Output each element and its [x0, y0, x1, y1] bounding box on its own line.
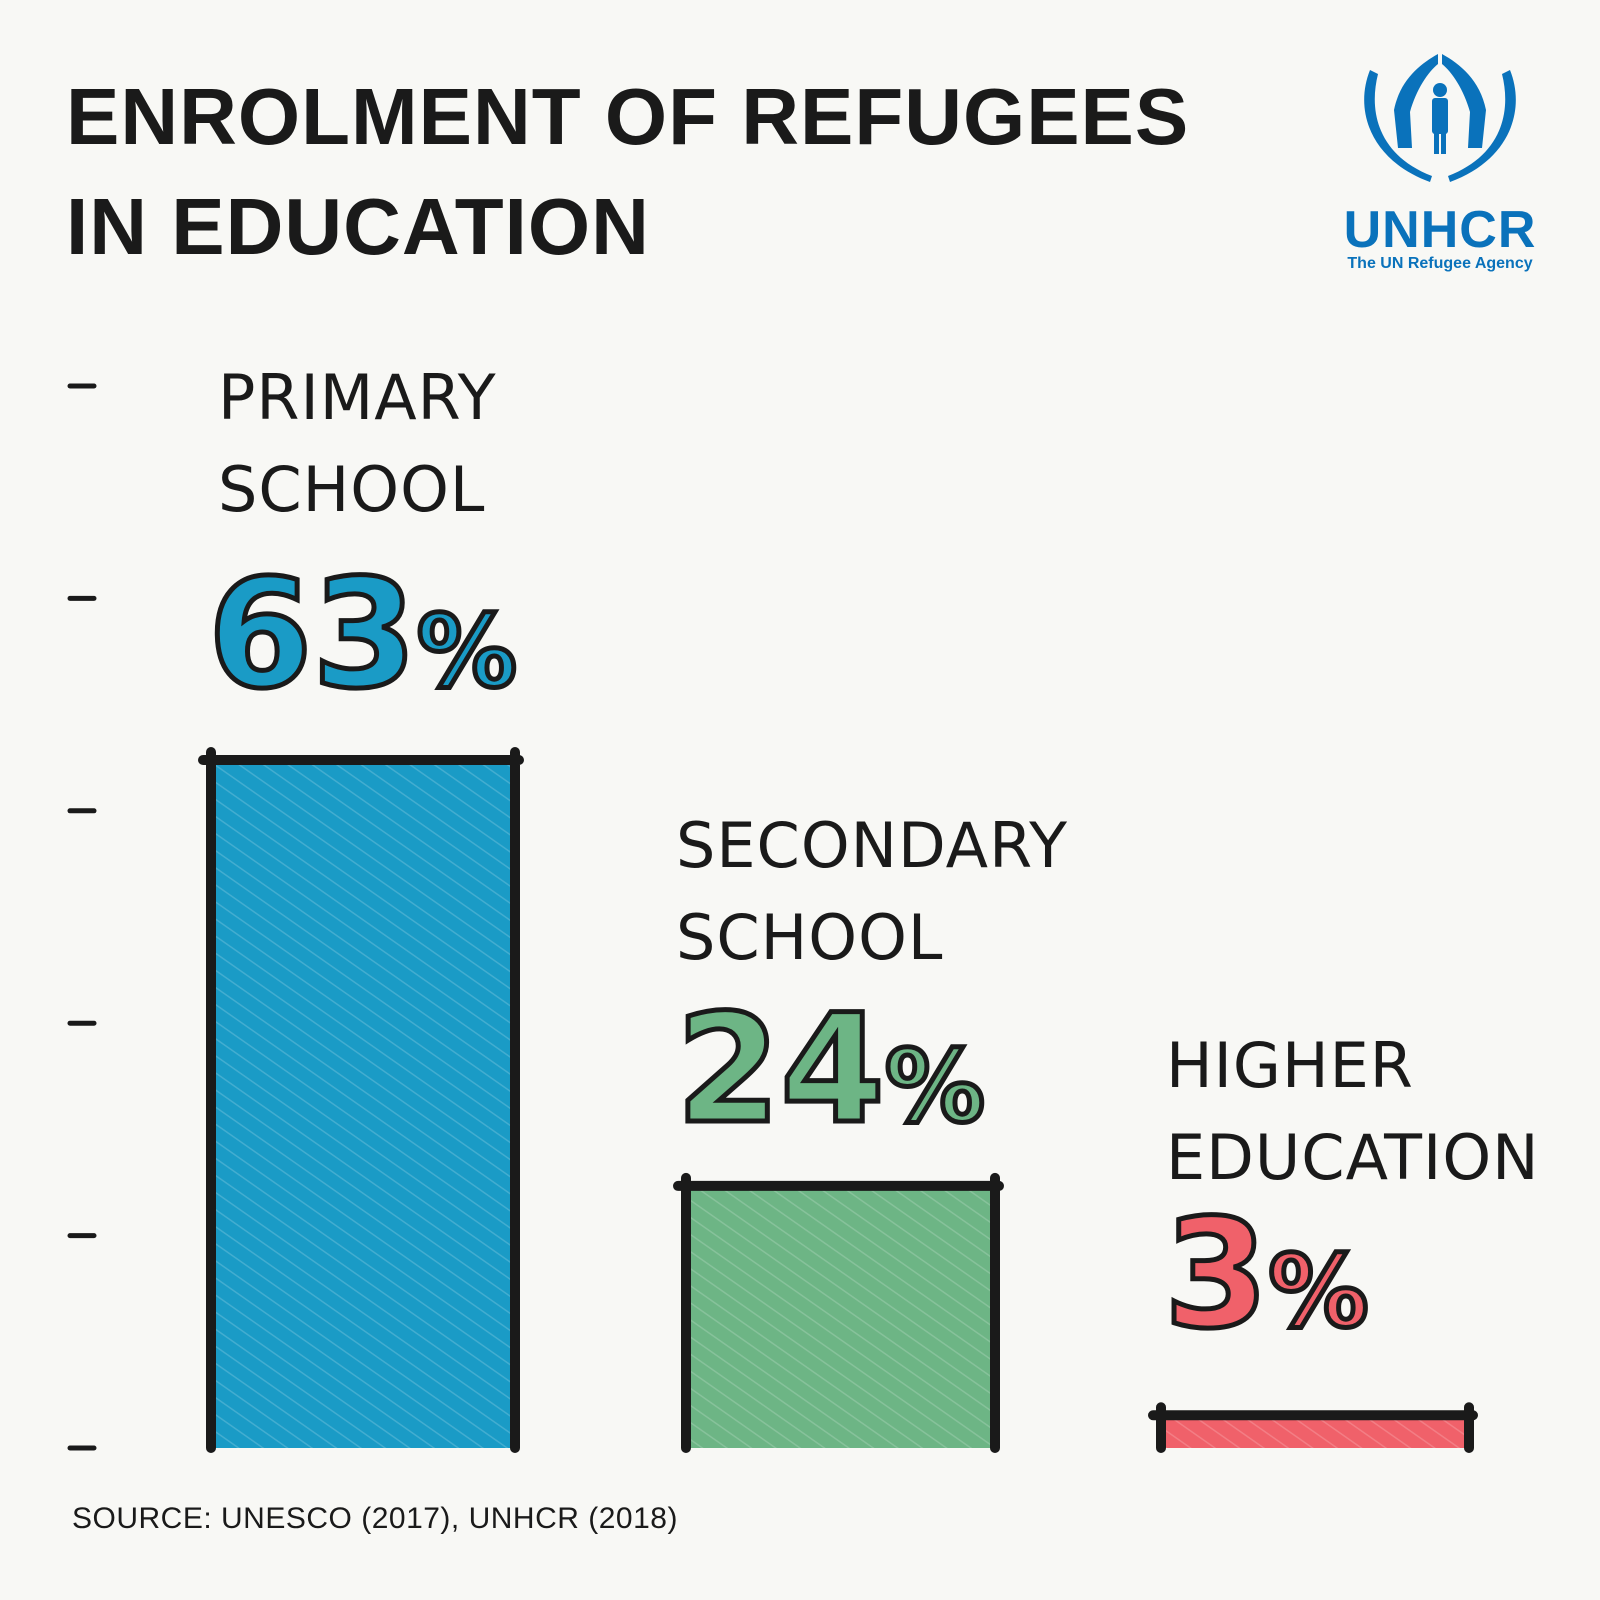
logo-tagline: The UN Refugee Agency	[1347, 255, 1533, 272]
unhcr-emblem-icon	[1364, 54, 1516, 182]
bar-texture	[686, 1185, 995, 1448]
bar-outline	[198, 747, 524, 1453]
category-label-line: EDUCATION	[1166, 1121, 1540, 1194]
source-note: SOURCE: UNESCO (2017), UNHCR (2018)	[72, 1502, 678, 1535]
value-label-secondary: 24%	[674, 993, 988, 1162]
bar-texture	[211, 760, 515, 1448]
value-label-primary: 63%	[206, 558, 520, 727]
page-title: ENROLMENT OF REFUGEES IN EDUCATION	[66, 62, 1189, 282]
category-label-secondary: SECONDARY SCHOOL	[676, 800, 1068, 984]
value-unit: %	[414, 591, 519, 713]
title-line-1: ENROLMENT OF REFUGEES	[66, 72, 1190, 161]
category-label-line: PRIMARY	[218, 361, 497, 434]
category-label-higher: HIGHER EDUCATION	[1166, 1020, 1540, 1204]
bar-outline	[673, 1172, 1004, 1453]
value-unit: %	[1266, 1231, 1371, 1353]
value-unit: %	[882, 1026, 987, 1148]
value-number: 3	[1161, 1188, 1270, 1362]
category-label-line: SECONDARY	[676, 809, 1069, 882]
bar-texture	[1161, 1415, 1469, 1448]
unhcr-logo: UNHCR The UN Refugee Agency	[1330, 50, 1550, 273]
value-number: 63	[206, 548, 420, 722]
title-line-2: IN EDUCATION	[66, 182, 650, 271]
category-label-line: SCHOOL	[676, 901, 944, 974]
category-label-line: HIGHER	[1166, 1029, 1414, 1102]
bar-outline	[1148, 1402, 1478, 1453]
value-label-higher: 3%	[1161, 1198, 1371, 1367]
category-label-line: SCHOOL	[218, 453, 486, 526]
value-number: 24	[674, 983, 888, 1157]
category-label-primary: PRIMARY SCHOOL	[218, 352, 497, 536]
logo-text: UNHCR	[1343, 201, 1537, 259]
